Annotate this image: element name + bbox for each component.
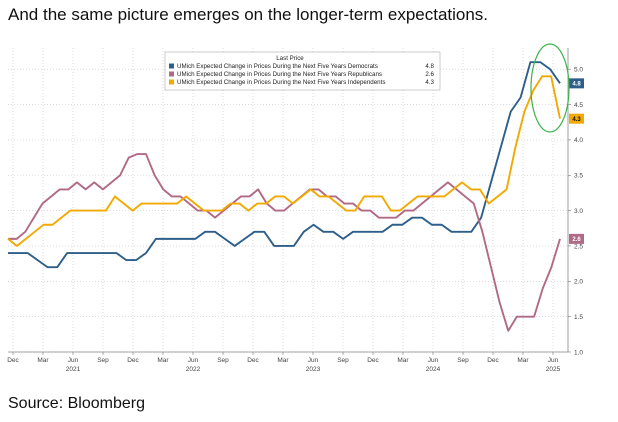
y-tick-label: 1.5 — [574, 314, 583, 321]
line-chart: 1.0 1.5 2.0 2.5 3.0 3.5 4.0 4.5 5.0 Dec Mar Jun Sep D… — [0, 40, 618, 385]
last-value-label: 4.3 — [572, 117, 581, 123]
x-year-label: 2025 — [546, 366, 561, 373]
last-value-badge — [569, 78, 584, 89]
y-tick-label: 4.0 — [574, 137, 583, 144]
x-tick-label: Sep — [457, 357, 469, 364]
x-tick-label: Dec — [127, 357, 139, 364]
highlight-ellipse — [530, 43, 570, 133]
legend-entry-name: UMich Expected Change in Prices During t… — [177, 79, 385, 86]
y-tick-label: 3.5 — [574, 173, 583, 180]
x-tick-label: Dec — [487, 357, 499, 364]
x-tick-label: Sep — [337, 357, 349, 364]
x-tick-label: Jun — [308, 357, 319, 364]
legend-entry-value: 2.6 — [425, 71, 434, 78]
legend-swatch — [169, 71, 174, 77]
x-tick-label: Sep — [97, 357, 109, 364]
x-tick-label: Mar — [157, 357, 169, 364]
x-tick-label: Dec — [247, 357, 259, 364]
legend-entry-value: 4.8 — [425, 63, 434, 70]
x-tick-label: Jun — [68, 357, 79, 364]
x-tick-label: Mar — [37, 357, 49, 364]
series-line-3 — [7, 75, 561, 247]
legend-box — [164, 51, 441, 91]
x-year-label: 2021 — [66, 366, 81, 373]
y-tick-label: 2.0 — [574, 279, 583, 286]
series-line-2 — [8, 153, 561, 332]
legend-title: Last Price — [276, 55, 304, 62]
y-tick-label: 4.5 — [574, 102, 583, 109]
last-value-badge — [569, 113, 584, 124]
y-tick-label: 5.0 — [574, 67, 583, 74]
x-year-label: 2024 — [426, 366, 441, 373]
chart-svg: 1.0 1.5 2.0 2.5 3.0 3.5 4.0 4.5 5.0 Dec Mar Jun Sep D… — [7, 43, 584, 373]
y-tick-label: 2.5 — [574, 243, 583, 250]
y-tick-label: 3.0 — [574, 208, 583, 215]
last-value-badge — [569, 233, 584, 244]
legend-entry-value: 4.3 — [425, 79, 434, 86]
x-tick-label: Dec — [367, 357, 379, 364]
x-tick-label: Jun — [548, 357, 559, 364]
x-tick-label: Jun — [428, 357, 439, 364]
x-tick-label: Jun — [188, 357, 199, 364]
last-value-label: 2.6 — [572, 237, 581, 243]
legend-entry-name: UMich Expected Change in Prices During t… — [177, 71, 382, 78]
x-tick-label: Sep — [217, 357, 229, 364]
headline: And the same picture emerges on the long… — [8, 5, 489, 24]
series-line-1 — [8, 61, 561, 269]
legend-swatch — [169, 79, 174, 85]
x-tick-label: Dec — [7, 357, 19, 364]
x-tick-label: Mar — [517, 357, 529, 364]
last-value-label: 4.8 — [572, 82, 581, 88]
x-tick-label: Mar — [277, 357, 289, 364]
legend-swatch — [169, 63, 174, 69]
y-tick-label: 1.0 — [574, 349, 583, 356]
legend-entry-name: UMich Expected Change in Prices During t… — [177, 63, 378, 70]
x-year-label: 2023 — [306, 366, 321, 373]
x-tick-label: Mar — [397, 357, 409, 364]
source-note: Source: Bloomberg — [8, 395, 145, 412]
x-year-label: 2022 — [186, 366, 201, 373]
